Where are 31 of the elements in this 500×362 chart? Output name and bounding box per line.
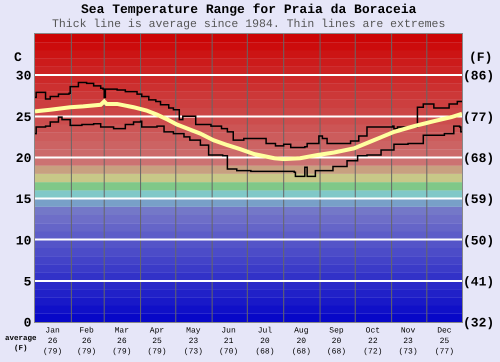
y2-tick-label: (77) <box>463 110 494 125</box>
y2-axis-title: (F) <box>469 50 492 65</box>
chart-subtitle: Thick line is average since 1984. Thin lines are extremes <box>52 18 446 31</box>
y2-tick-label: (32) <box>463 316 494 331</box>
y2-tick-label: (41) <box>463 274 494 290</box>
x-tick-label: Aug 20 (68) <box>292 326 311 356</box>
y2-tick-label: (68) <box>463 150 494 166</box>
y2-tick-label: (86) <box>463 68 494 84</box>
x-tick-label: Jul 20 (68) <box>255 326 275 356</box>
x-tick-label: Apr 25 (79) <box>147 326 167 356</box>
x-tick-label: Sep 20 (68) <box>326 326 346 356</box>
y-tick-label: 25 <box>16 110 32 125</box>
y-tick-label: 0 <box>24 316 32 331</box>
y-tick-label: 30 <box>16 68 32 84</box>
x-tick-label: Mar 26 (79) <box>112 326 132 356</box>
y2-tick-label: (59) <box>463 192 494 208</box>
y-tick-label: 5 <box>24 274 32 290</box>
line-series <box>35 99 462 162</box>
x-tick-label: Jan 26 (79) <box>43 326 62 356</box>
chart-title: Sea Temperature Range for Praia da Boraceia <box>81 2 417 17</box>
y-tick-label: 15 <box>16 192 32 208</box>
x-tick-label: Dec 25 (77) <box>434 326 454 356</box>
x-tick-label: Jun 21 (70) <box>218 326 238 356</box>
y-tick-label: 20 <box>16 150 32 166</box>
x-tick-label: May 23 (73) <box>184 326 203 356</box>
x-tick-label: Oct 22 (72) <box>363 326 382 356</box>
y-axis-title: C <box>14 50 22 65</box>
y2-tick-label: (50) <box>463 233 494 248</box>
x-tick-label: Nov 23 (73) <box>398 326 418 356</box>
y-tick-label: 10 <box>16 233 32 248</box>
x-tick-label: Feb 26 (79) <box>77 326 96 356</box>
